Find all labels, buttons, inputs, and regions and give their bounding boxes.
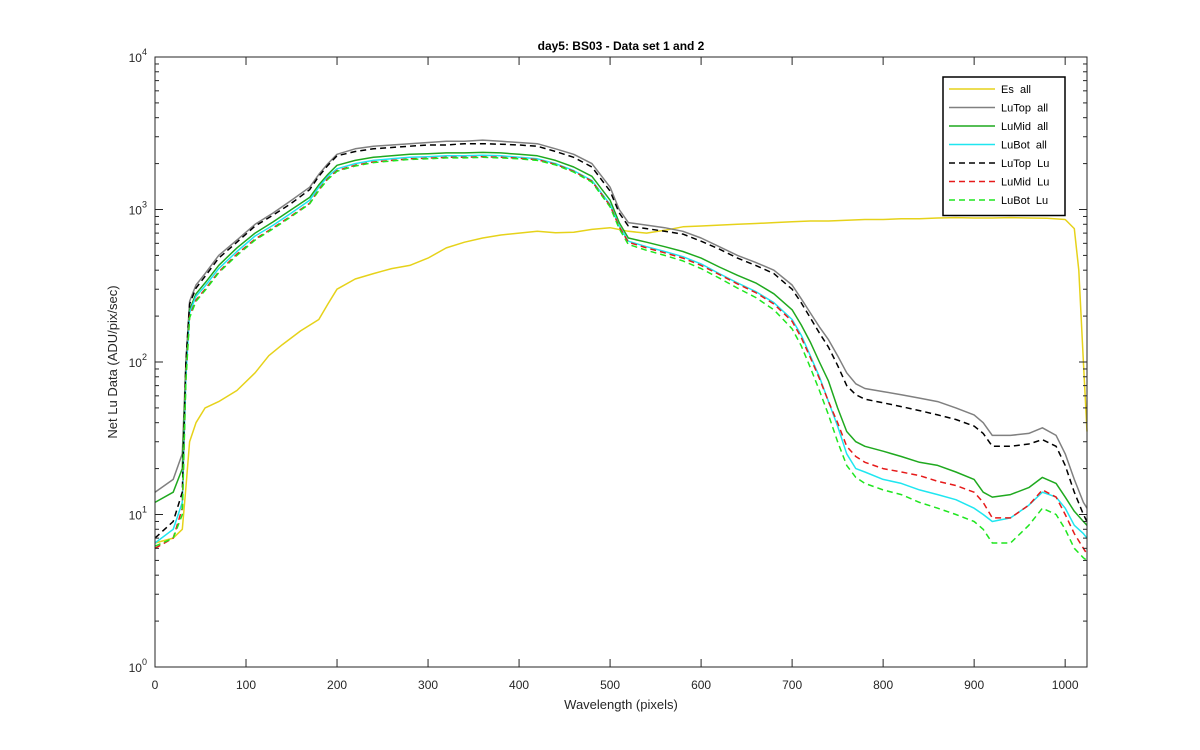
plot-frame — [154, 56, 1088, 668]
y-tick-label: 102 — [129, 352, 147, 370]
legend-label-7: LuBot Lu — [1001, 195, 1048, 207]
legend-label-5: LuTop Lu — [1001, 158, 1049, 170]
y-tick-label: 100 — [129, 657, 147, 675]
series-line-1 — [154, 216, 1088, 544]
y-tick-label: 104 — [129, 47, 147, 65]
x-tick-label: 200 — [327, 678, 347, 692]
y-tick-label: 103 — [129, 200, 147, 218]
legend-label-3: LuMid all — [1001, 121, 1048, 133]
x-tick-label: 400 — [509, 678, 529, 692]
plot-area — [155, 57, 1087, 667]
y-tick-label: 101 — [129, 505, 147, 523]
x-tick-label: 900 — [964, 678, 984, 692]
legend-label-2: LuTop all — [1001, 103, 1048, 115]
legend-label-1: Es all — [1001, 84, 1031, 96]
x-tick-label: 700 — [782, 678, 802, 692]
x-tick-label: 100 — [236, 678, 256, 692]
legend-label-6: LuMid Lu — [1001, 177, 1049, 189]
series-line-5 — [154, 142, 1088, 539]
x-tick-label: 800 — [873, 678, 893, 692]
x-tick-label: 0 — [152, 678, 159, 692]
series-line-7 — [154, 156, 1088, 562]
series-line-2 — [154, 139, 1088, 509]
chart-title: day5: BS03 - Data set 1 and 2 — [538, 39, 705, 53]
legend-box — [942, 76, 1066, 217]
legend-label-4: LuBot all — [1001, 140, 1047, 152]
series-line-4 — [154, 154, 1088, 544]
series-line-3 — [154, 151, 1088, 526]
y-axis-label: Net Lu Data (ADU/pix/sec) — [105, 285, 120, 438]
x-tick-label: 500 — [600, 678, 620, 692]
x-axis-label: Wavelength (pixels) — [564, 697, 678, 712]
x-tick-label: 300 — [418, 678, 438, 692]
legend: Es all LuTop all LuMid all LuBot all LuTop L… — [942, 76, 1066, 217]
series-layer — [154, 139, 1088, 562]
x-tick-label: 600 — [691, 678, 711, 692]
x-tick-label: 1000 — [1052, 678, 1079, 692]
